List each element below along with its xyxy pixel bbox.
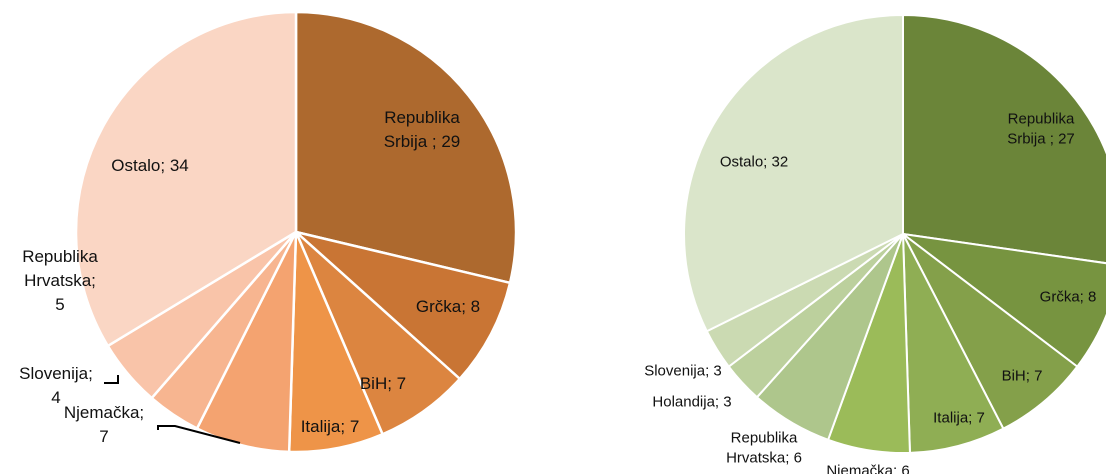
- data-label-republika-srbija: Republika Srbija ; 29: [384, 108, 461, 151]
- pie-slice-ostalo: [683, 14, 904, 333]
- data-label-njemacka: Njemačka; 6: [826, 462, 909, 474]
- pie-slice-republika-srbija: [294, 10, 518, 285]
- pie-slice-ostalo: [74, 10, 298, 348]
- pie-chart-left: Republika Srbija ; 29 Grčka; 8 BiH; 7 Italij…: [19, 10, 518, 454]
- data-label-republika-hrvatska: Republika Hrvatska; 6: [726, 429, 802, 466]
- pie-slice-grcka: [902, 233, 1106, 368]
- data-label-italija: Italija; 7: [301, 417, 360, 436]
- data-label-bih: BiH; 7: [360, 374, 406, 393]
- data-label-bih: BiH; 7: [1002, 367, 1043, 384]
- data-label-grcka: Grčka; 8: [416, 297, 480, 316]
- data-label-holandija: Holandija; 3: [652, 393, 731, 410]
- pie-slice-grcka: [294, 230, 512, 381]
- leader-line-njemacka: [157, 425, 241, 444]
- data-label-slovenija: Slovenija; 4: [19, 364, 93, 407]
- pie-slice-republika-srbija: [902, 14, 1106, 265]
- data-label-slovenija: Slovenija; 3: [644, 362, 722, 379]
- data-label-ostalo: Ostalo; 32: [720, 153, 788, 170]
- data-label-republika-hrvatska: Republika Hrvatska; 5: [22, 247, 98, 314]
- data-label-republika-srbija: Republika Srbija ; 27: [1007, 110, 1075, 147]
- data-label-njemacka: Njemačka; 7: [64, 403, 144, 446]
- data-label-italija: Italija; 7: [933, 409, 985, 426]
- data-label-grcka: Grčka; 8: [1040, 288, 1097, 305]
- leader-line-slovenija: [104, 375, 119, 384]
- pie-chart-right: Republika Srbija ; 27 Grčka; 8 BiH; 7 Italij…: [644, 14, 1106, 474]
- data-label-ostalo: Ostalo; 34: [111, 156, 189, 175]
